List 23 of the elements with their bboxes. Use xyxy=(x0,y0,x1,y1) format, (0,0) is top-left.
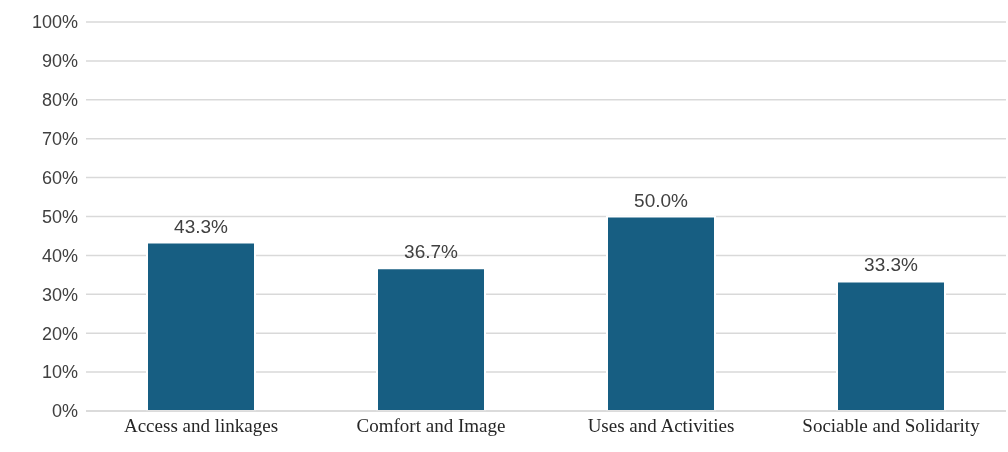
y-tick-label: 80% xyxy=(41,90,78,111)
y-tick-label: 40% xyxy=(41,245,78,266)
x-tick-label: Access and linkages xyxy=(123,415,279,437)
y-tick-label: 50% xyxy=(41,206,78,227)
y-tick-label: 60% xyxy=(41,167,78,188)
bar xyxy=(606,215,716,411)
data-label: 50.0% xyxy=(634,189,689,211)
data-label: 36.7% xyxy=(404,241,459,263)
y-tick-label: 10% xyxy=(41,362,78,383)
y-tick-label: 100% xyxy=(31,12,78,33)
y-tick-label: 90% xyxy=(41,51,78,72)
bar xyxy=(376,267,486,411)
x-tick-label: Uses and Activities xyxy=(587,415,735,437)
data-label: 33.3% xyxy=(864,254,919,276)
bar xyxy=(146,241,256,411)
y-tick-label: 70% xyxy=(41,129,78,150)
x-tick-label: Comfort and Image xyxy=(356,415,506,437)
bar xyxy=(836,280,946,411)
y-tick-label: 30% xyxy=(41,284,78,305)
y-tick-label: 0% xyxy=(51,401,78,422)
x-tick-label: Sociable and Solidarity xyxy=(802,415,981,437)
data-label: 43.3% xyxy=(174,215,229,237)
y-tick-label: 20% xyxy=(41,323,78,344)
